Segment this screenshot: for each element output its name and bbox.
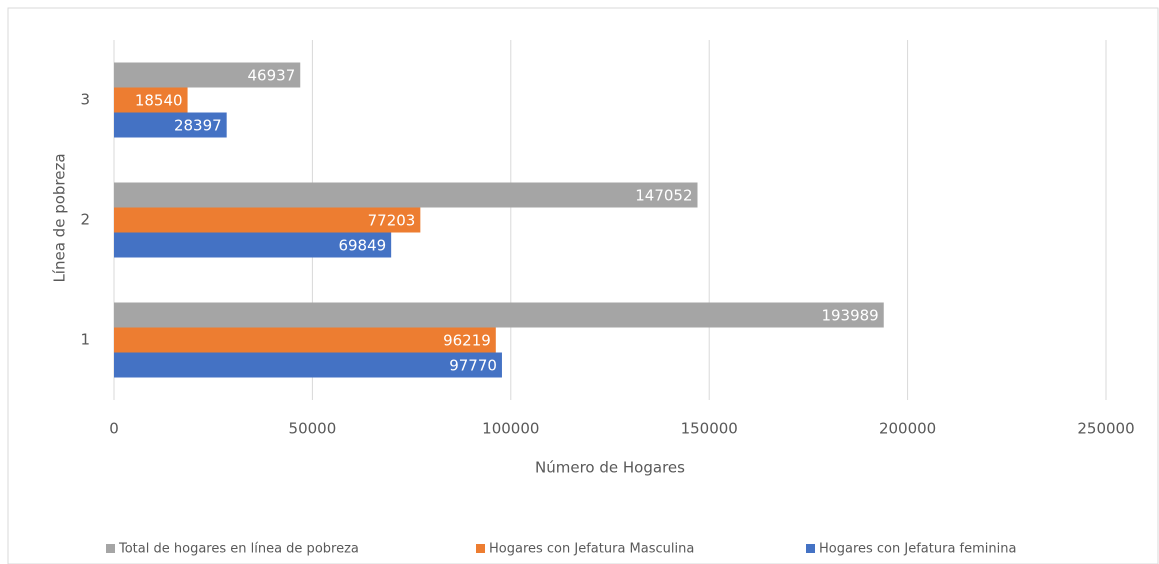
x-tick-label: 250000 bbox=[1077, 420, 1134, 438]
x-axis-title: Número de Hogares bbox=[535, 459, 685, 477]
bar bbox=[114, 207, 421, 233]
bar bbox=[114, 182, 698, 208]
data-label: 28397 bbox=[174, 117, 222, 135]
bar bbox=[114, 327, 496, 353]
x-tick-label: 100000 bbox=[482, 420, 539, 438]
data-label: 96219 bbox=[443, 332, 491, 350]
legend-swatch bbox=[476, 544, 485, 553]
legend-swatch bbox=[806, 544, 815, 553]
y-tick-label: 3 bbox=[80, 91, 90, 109]
bar bbox=[114, 232, 392, 258]
x-tick-label: 50000 bbox=[289, 420, 337, 438]
y-tick-label: 2 bbox=[80, 211, 90, 229]
data-label: 97770 bbox=[449, 357, 497, 375]
y-tick-label: 1 bbox=[80, 331, 90, 349]
x-tick-label: 200000 bbox=[879, 420, 936, 438]
legend-label: Hogares con Jefatura feminina bbox=[819, 542, 1016, 557]
legend-label: Total de hogares en línea de pobreza bbox=[118, 542, 359, 557]
data-label: 193989 bbox=[821, 307, 878, 325]
bar bbox=[114, 112, 227, 138]
bar bbox=[114, 87, 188, 113]
legend-swatch bbox=[106, 544, 115, 553]
bar bbox=[114, 302, 884, 328]
bar bbox=[114, 62, 301, 88]
data-label: 147052 bbox=[635, 187, 692, 205]
data-label: 77203 bbox=[368, 212, 416, 230]
x-tick-label: 0 bbox=[109, 420, 119, 438]
data-label: 18540 bbox=[135, 92, 183, 110]
chart-border bbox=[7, 7, 1159, 564]
legend-label: Hogares con Jefatura Masculina bbox=[489, 542, 694, 557]
data-label: 46937 bbox=[248, 67, 296, 85]
y-axis-title: Línea de pobreza bbox=[51, 153, 69, 282]
x-tick-label: 150000 bbox=[681, 420, 738, 438]
data-label: 69849 bbox=[338, 237, 386, 255]
bar bbox=[114, 352, 502, 378]
